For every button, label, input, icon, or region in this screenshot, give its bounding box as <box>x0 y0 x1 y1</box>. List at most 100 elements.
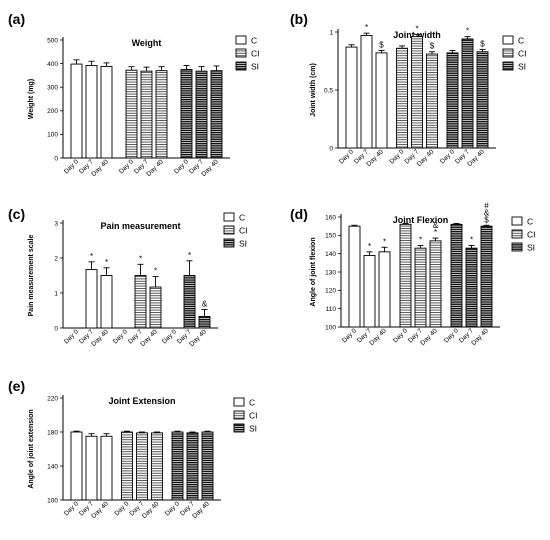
bar <box>70 431 83 501</box>
chart-title: Pain measurement <box>100 221 180 231</box>
significance-marker: * <box>154 267 157 276</box>
bar <box>465 247 478 328</box>
legend-swatch <box>235 35 247 45</box>
bar <box>85 435 98 501</box>
legend: C CI SI <box>233 397 258 434</box>
significance-marker: * <box>470 235 473 244</box>
y-axis-label: Joint width (cm) <box>310 63 317 117</box>
y-tick-label: 150 <box>325 233 336 240</box>
chart-panel-4: (e) Joint Extension 100 140 180 220 Angle of j… <box>8 378 258 520</box>
bar <box>429 240 442 328</box>
legend-label: SI <box>527 243 535 253</box>
x-tick-label: Day 40 <box>416 148 436 168</box>
legend-swatch <box>233 397 245 407</box>
panel-label: (e) <box>8 378 25 394</box>
x-tick-label: Day 40 <box>90 158 110 178</box>
bar <box>480 225 493 328</box>
significance-marker: & <box>433 221 439 230</box>
legend: C CI SI <box>511 216 536 253</box>
legend-label: C <box>239 213 245 223</box>
chart-panel-2: (c) Pain measurement 0 1 2 3 Pain measurement … <box>8 206 248 348</box>
bar <box>446 52 459 149</box>
bar <box>348 225 361 328</box>
y-tick-label: 2 <box>54 255 58 262</box>
significance-marker: * <box>415 24 418 33</box>
significance-marker: & <box>484 208 490 217</box>
bar <box>399 223 412 328</box>
bar <box>100 435 113 501</box>
y-tick-label: 160 <box>325 214 336 221</box>
x-tick-label: Day 0 <box>443 327 460 344</box>
legend-swatch <box>235 61 247 71</box>
significance-marker: & <box>202 299 208 308</box>
bar <box>411 36 423 149</box>
bar <box>360 35 373 149</box>
x-tick-label: Day 0 <box>341 327 358 344</box>
x-tick-label: Day 0 <box>63 500 80 517</box>
y-tick-label: 1 <box>329 29 333 36</box>
chart-panel-0: (a) Weight 0 100 200 300 400 500 Weight (mg) Day … <box>8 11 260 178</box>
bar <box>155 70 168 159</box>
chart-panel-3: (d) Joint Flexion 100 110 120 130 140 150 160 Ang… <box>290 201 536 347</box>
legend-swatch <box>502 35 514 45</box>
significance-marker: * <box>419 235 422 244</box>
x-tick-label: Day 0 <box>113 500 130 517</box>
legend-label: C <box>518 36 524 46</box>
legend-swatch <box>502 48 514 58</box>
significance-marker: * <box>365 23 368 32</box>
x-tick-label: Day 0 <box>164 500 181 517</box>
legend-swatch <box>511 216 523 226</box>
x-tick-label: Day 40 <box>368 327 388 347</box>
significance-marker: * <box>383 237 386 246</box>
y-tick-label: 100 <box>47 132 58 139</box>
x-tick-label: Day 40 <box>419 327 439 347</box>
x-tick-label: Day 40 <box>139 328 159 348</box>
x-tick-label: Day 40 <box>90 328 110 348</box>
bar <box>201 431 214 501</box>
x-tick-label: Day 0 <box>173 158 190 175</box>
y-axis-label: Pain measurement scale <box>28 235 35 317</box>
bar <box>450 223 463 328</box>
legend-label: CI <box>518 49 527 59</box>
significance-marker: * <box>105 258 108 267</box>
bar <box>210 70 223 159</box>
y-tick-label: 110 <box>326 306 337 313</box>
bar <box>375 52 388 149</box>
legend-swatch <box>223 225 235 235</box>
legend-swatch <box>511 242 523 252</box>
bar <box>426 53 438 149</box>
legend-swatch <box>233 423 245 433</box>
legend-label: C <box>249 398 255 408</box>
x-tick-label: Day 0 <box>161 328 178 345</box>
bar <box>134 275 147 329</box>
legend-swatch <box>233 410 245 420</box>
legend-label: C <box>251 36 257 46</box>
significance-marker: * <box>188 251 191 260</box>
x-tick-label: Day 40 <box>90 500 110 520</box>
bar <box>149 286 162 329</box>
panel-label: (d) <box>290 206 308 222</box>
x-tick-label: Day 0 <box>118 158 135 175</box>
x-tick-label: Day 40 <box>145 158 165 178</box>
bar <box>136 432 148 501</box>
y-tick-label: 0.5 <box>324 87 333 94</box>
legend: C CI SI <box>223 213 248 249</box>
y-tick-label: 220 <box>47 395 58 402</box>
y-tick-label: 0 <box>329 145 333 152</box>
x-tick-label: Day 40 <box>188 328 208 348</box>
x-tick-label: Day 0 <box>439 148 456 165</box>
panel-label: (c) <box>8 206 25 222</box>
bar <box>85 269 98 329</box>
bar <box>396 47 408 149</box>
x-tick-label: Day 0 <box>112 328 129 345</box>
x-tick-label: Day 0 <box>63 158 80 175</box>
significance-marker: * <box>466 27 469 36</box>
chart-title: Weight <box>132 38 162 48</box>
bar <box>85 65 98 159</box>
panel-label: (a) <box>8 11 25 27</box>
y-tick-label: 400 <box>47 61 58 68</box>
y-tick-label: 140 <box>47 463 58 470</box>
x-tick-label: Day 0 <box>338 148 355 165</box>
y-tick-label: 0 <box>54 325 58 332</box>
